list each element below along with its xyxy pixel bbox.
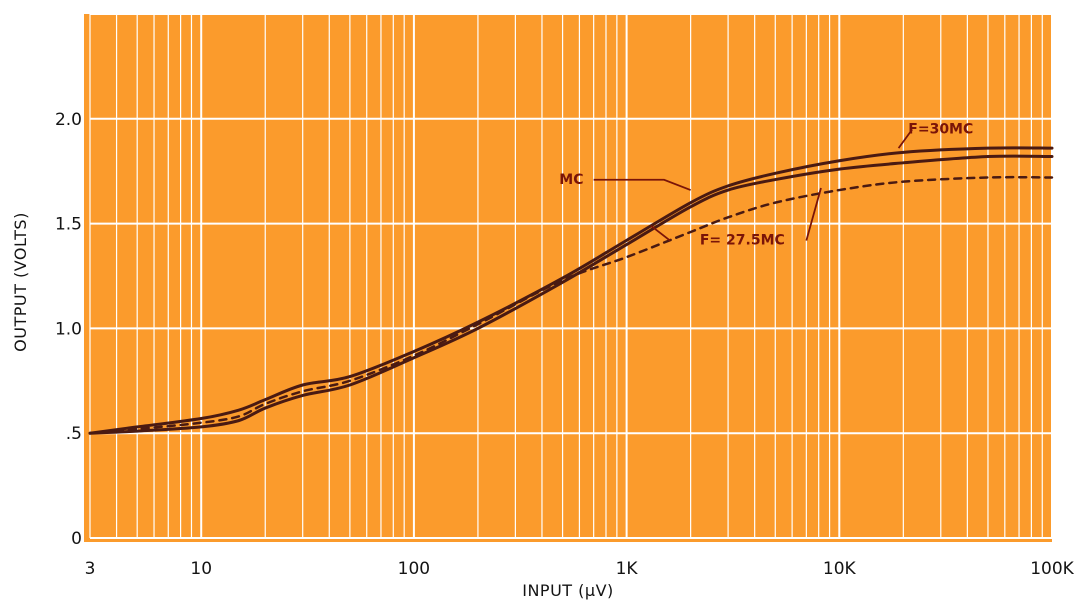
annotation-leaders xyxy=(593,128,913,242)
annotation-label: F=30MC xyxy=(908,121,973,137)
series-group xyxy=(88,146,1054,435)
x-axis-title: INPUT (µV) xyxy=(522,581,614,600)
annotation-leader xyxy=(593,178,691,191)
y-tick-label: 0 xyxy=(71,529,82,549)
y-axis-title: OUTPUT (VOLTS) xyxy=(11,212,30,352)
y-tick-label: 2.0 xyxy=(55,110,82,130)
series-line xyxy=(88,154,1054,435)
x-tick-label: 1K xyxy=(616,559,639,579)
y-tick-labels: 0 .5 1.0 1.5 2.0 xyxy=(55,110,82,549)
y-tick-label: 1.0 xyxy=(55,319,82,339)
x-tick-label: 10 xyxy=(190,559,212,579)
annotation-leader xyxy=(650,224,671,242)
grid xyxy=(89,13,1053,539)
x-tick-label: 10K xyxy=(823,559,857,579)
annotation-label: MC xyxy=(559,172,583,188)
annotation-label: F= 27.5MC xyxy=(700,233,785,249)
annotations: F=30MC MC F= 27.5MC xyxy=(559,121,973,248)
x-tick-label: 100K xyxy=(1030,559,1074,579)
x-tick-label: 100 xyxy=(398,559,430,579)
y-tick-label: .5 xyxy=(66,424,82,444)
annotation-leader xyxy=(805,187,822,241)
x-tick-labels: 3 10 100 1K 10K 100K xyxy=(85,559,1075,579)
series-line xyxy=(88,175,1054,435)
y-tick-label: 1.5 xyxy=(55,215,82,235)
annotation-leader xyxy=(897,128,913,149)
x-tick-label: 3 xyxy=(85,559,96,579)
